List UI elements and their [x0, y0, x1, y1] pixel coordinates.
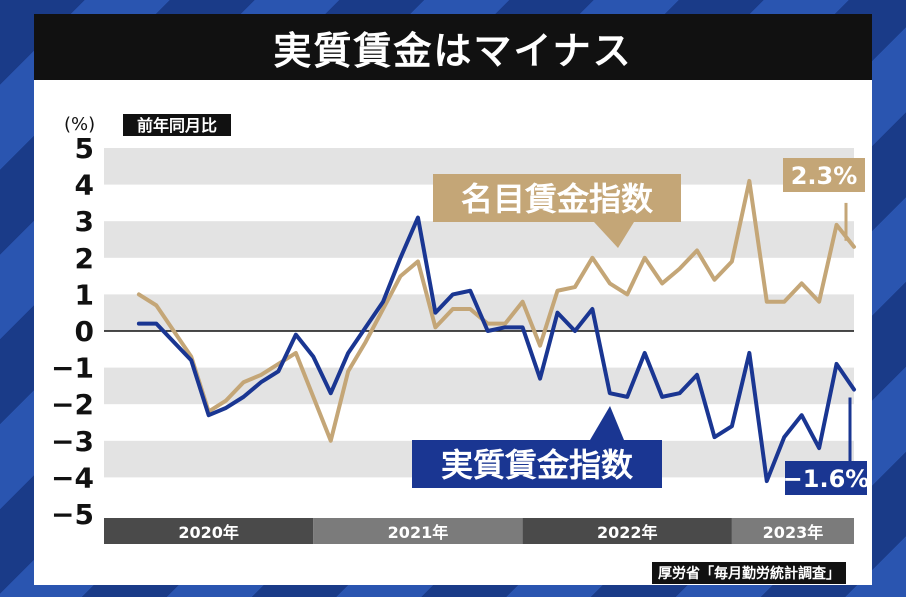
y-tick-label: 1	[75, 278, 94, 311]
nominal-end-box	[783, 158, 865, 192]
y-tick-label: −4	[51, 461, 94, 494]
y-tick-label: −2	[51, 388, 94, 421]
source-label: 厚労省「毎月勤労統計調査」	[652, 562, 846, 584]
y-axis-ticks: 5 43 21 0 −1−2 −3−4 −5	[51, 132, 94, 531]
line-chart: 5 43 21 0 −1−2 −3−4 −5 2020年 2021年 2022年 2023年 2.…	[51, 114, 869, 544]
real-wage-line	[136, 215, 856, 484]
real-series-box	[412, 440, 662, 488]
y-tick-label: −1	[51, 352, 94, 385]
year-band	[313, 518, 523, 544]
real-end-label: −1.6%	[783, 465, 870, 493]
year-label: 2020年	[178, 523, 239, 542]
subtitle-label: 前年同月比	[137, 116, 217, 135]
page-title: 実質賃金はマイナス	[34, 14, 872, 80]
nominal-series-box	[433, 174, 681, 222]
y-tick-label: 2	[75, 242, 94, 275]
y-tick-label: −3	[51, 425, 94, 458]
year-label: 2021年	[388, 523, 449, 542]
series-lines	[136, 178, 856, 484]
y-axis-unit-label: (%)	[64, 114, 95, 135]
y-tick-label: 3	[75, 205, 94, 238]
year-label: 2022年	[597, 523, 658, 542]
y-tick-label: −5	[51, 498, 94, 531]
y-tick-label: 5	[75, 132, 94, 165]
nominal-series-label: 名目賃金指数	[461, 180, 654, 218]
year-label: 2023年	[763, 523, 824, 542]
year-band	[522, 518, 732, 544]
year-band	[104, 518, 314, 544]
y-tick-label: 4	[75, 169, 94, 202]
real-series-pointer	[590, 406, 624, 440]
nominal-series-pointer	[594, 222, 634, 248]
nominal-wage-line	[136, 178, 856, 443]
year-band	[731, 518, 854, 544]
chart-panel: 5 4 3 2 1 0 −1 −2 −3 −4 −5 2020年 2021年 2022年 2023年 2.…	[34, 80, 872, 585]
grid-band	[104, 221, 854, 258]
nominal-end-label: 2.3%	[791, 162, 858, 190]
y-tick-label: 0	[75, 315, 94, 348]
real-series-label: 実質賃金指数	[441, 446, 634, 484]
subtitle-box	[123, 114, 231, 136]
year-axis: 2020年 2021年 2022年 2023年	[104, 518, 854, 544]
real-end-box	[785, 461, 867, 495]
